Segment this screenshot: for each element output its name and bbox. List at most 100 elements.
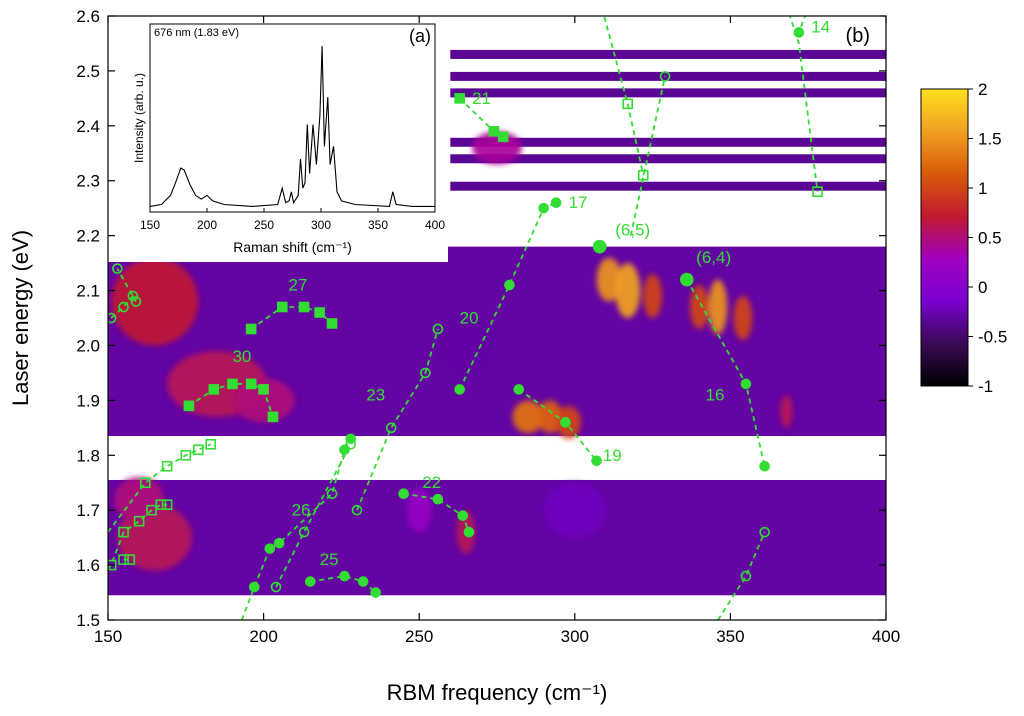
colorbar-tick-label-6: 2	[978, 80, 987, 99]
inset-spectrum	[149, 46, 435, 207]
map-band-0	[108, 479, 886, 596]
curve-point-18-1	[759, 526, 770, 538]
y-axis-label: Laser energy (eV)	[8, 230, 33, 406]
curve-label-10: 19	[603, 446, 622, 465]
hot-spot-18	[543, 482, 606, 538]
hot-spot-13	[733, 296, 753, 340]
curve-point-13-0	[351, 504, 363, 516]
curve-point-13-1	[385, 422, 397, 434]
curve-point-21-0	[140, 477, 151, 489]
hot-spot-19	[440, 318, 491, 373]
curve-point-21-2	[180, 449, 192, 461]
colorbar: -1 -0.5 0 0.5 1 1.5 2	[920, 80, 1007, 396]
hot-spot-2	[117, 504, 193, 571]
curve-point-11-3	[314, 307, 325, 318]
curve-line-18	[717, 531, 766, 620]
curve-point-21-1	[161, 460, 173, 472]
colorbar-tick-label-4: 1	[978, 179, 987, 198]
y-tick-label-1: 1.6	[76, 556, 100, 575]
curve-point-9-1	[504, 279, 515, 291]
curve-line-21	[108, 443, 212, 533]
curve-point-11-0	[245, 323, 257, 335]
curve-point-22-3	[130, 296, 142, 307]
x-tick-label-0: 150	[94, 627, 122, 646]
x-tick-label-2: 250	[405, 627, 433, 646]
map-strip-4	[450, 154, 886, 164]
inset-x-tick-label-3: 300	[311, 218, 331, 232]
curve-point-22-4	[112, 263, 123, 274]
heatmap-layer	[108, 49, 886, 596]
map-strip-3	[450, 137, 886, 147]
curve-label-1: 21	[472, 89, 491, 108]
y-tick-label-4: 1.9	[76, 391, 100, 410]
curve-point-14-0	[248, 581, 260, 593]
curve-point-22-0	[108, 312, 117, 324]
axes: 150 200 250 300 350 400 1.5 1.6 1.7 1.8 1.9 2.0 2.1 2…	[76, 7, 900, 646]
hot-spot-5	[512, 400, 544, 434]
x-tick-label-4: 350	[716, 627, 744, 646]
curve-point-17-2	[357, 576, 369, 587]
curve-point-21-3	[192, 444, 204, 456]
inset-y-axis-label: Intensity (arb. u.)	[132, 73, 146, 163]
y-tick-label-6: 2.1	[76, 282, 100, 301]
curve-line-16	[403, 492, 470, 533]
curve-label-11: 22	[422, 473, 441, 492]
curve-point-16-2	[457, 510, 469, 521]
x-tick-label-1: 200	[249, 627, 277, 646]
curve-point-12-2	[227, 378, 238, 390]
curve-label-9: 16	[706, 385, 725, 404]
curve-point-14-2	[273, 537, 285, 549]
inset-x-tick-label-0: 150	[140, 218, 160, 232]
curve-point-9-3	[550, 197, 562, 208]
curve-point-19-2	[133, 515, 145, 527]
map-strip-2	[450, 88, 886, 98]
y-tick-label-7: 2.2	[76, 227, 100, 246]
inset-x-tick-label-2: 250	[254, 218, 274, 232]
curve-point-19-5	[161, 499, 173, 510]
colorbar-tick-label-3: 0.5	[978, 229, 1002, 248]
curve-point-20-1	[124, 554, 136, 565]
curve-point-12-4	[258, 384, 269, 395]
inset-x-tick-label-1: 200	[197, 218, 217, 232]
curve-point-1-1	[488, 126, 500, 137]
curve-point-6-0	[592, 239, 607, 254]
curve-point-21-4	[205, 438, 216, 450]
curve-label-7: 30	[232, 347, 251, 366]
x-tick-label-3: 300	[561, 627, 589, 646]
curve-label-4: (6,4)	[696, 248, 731, 267]
map-strip-1	[450, 71, 886, 81]
colorbar-tick-label-1: -0.5	[978, 328, 1007, 347]
colorbar-ramp	[920, 88, 969, 387]
curve-point-17-3	[370, 587, 381, 598]
y-tick-label-9: 2.4	[76, 117, 100, 136]
curve-point-4-0	[659, 71, 671, 82]
curve-point-3-0	[622, 98, 634, 110]
curve-point-2-0	[812, 186, 823, 198]
curve-point-15-2	[345, 438, 357, 450]
curve-line-15	[275, 443, 352, 588]
colorbar-tick-label-0: -1	[978, 377, 993, 396]
map-strip-0	[450, 49, 886, 59]
curve-point-10-2	[591, 455, 602, 467]
hot-spot-15	[406, 488, 432, 533]
y-tick-label-5: 2.0	[76, 336, 100, 355]
curve-point-9-0	[454, 384, 465, 395]
hot-spot-group	[111, 131, 793, 571]
curve-layer	[108, 16, 823, 620]
curve-line-2	[789, 16, 819, 192]
curve-line-3	[603, 16, 645, 176]
curve-point-19-4	[155, 499, 167, 510]
curve-point-16-3	[463, 526, 475, 538]
curve-point-17-0	[304, 576, 316, 587]
curve-point-7-0	[680, 272, 694, 287]
curve-point-22-2	[127, 290, 139, 302]
map-strip-5	[450, 181, 886, 191]
curve-point-16-0	[398, 488, 409, 500]
inset-x-tick-label-4: 350	[368, 218, 388, 232]
curve-point-9-2	[538, 202, 549, 214]
curve-point-10-0	[513, 384, 525, 395]
panel-label-b: (b)	[846, 25, 870, 47]
curve-point-10-1	[560, 417, 571, 428]
curve-line-9	[458, 201, 557, 390]
